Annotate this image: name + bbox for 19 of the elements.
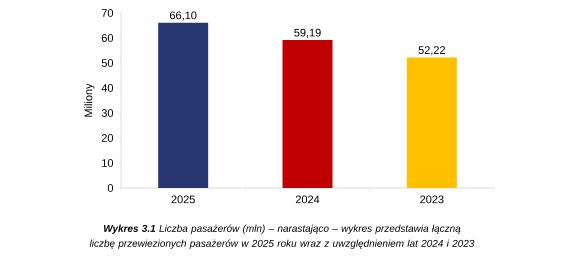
data-label: 66,10 <box>170 12 196 21</box>
bar <box>158 22 208 188</box>
x-tick-label: 2024 <box>296 196 320 204</box>
x-tick-label: 2025 <box>172 196 195 204</box>
data-label: 52,22 <box>418 46 445 56</box>
bar <box>282 40 333 188</box>
y-tick-label: 40 <box>102 84 114 92</box>
bar <box>406 57 457 188</box>
y-tick-label: 50 <box>102 59 114 67</box>
y-tick-label: 10 <box>102 159 114 167</box>
y-tick-label: 30 <box>102 109 114 117</box>
y-tick-label: 20 <box>102 134 114 142</box>
y-tick-label: 60 <box>102 34 114 42</box>
data-label: 59,19 <box>294 28 321 38</box>
y-tick-label: 70 <box>102 9 114 17</box>
y-tick-label: 0 <box>108 184 114 192</box>
x-tick-label: 2023 <box>420 196 444 204</box>
y-axis-title: Miliony <box>84 83 94 117</box>
text: Wykres 3.1 Liczba pasażerów (mln) – narastająco – wykres przedstawia łączną liczbę przewiezionych pasażerów w 2025 roku wraz z uwzględnieniem lat 2024 i 2023 <box>90 224 474 249</box>
